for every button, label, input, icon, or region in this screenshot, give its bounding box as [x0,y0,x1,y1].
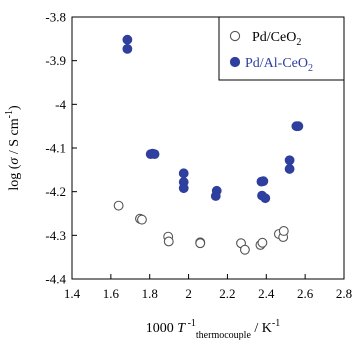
legend-box [218,16,345,81]
y-tick-label: -3.9 [45,53,66,68]
legend-marker-pd-ceo2 [229,30,241,42]
y-tick-label: -4 [55,97,66,112]
x-tick-label: 2 [185,286,192,301]
pd-al-ceo2-point [293,121,304,132]
pd-ceo2-point [136,214,147,225]
legend: Pd/CeO2 Pd/Al-CeO2 [218,16,345,81]
y-tick-label: -4.3 [45,228,66,243]
legend-marker-pd-al-ceo2 [229,56,241,68]
pd-ceo2-point [163,236,174,247]
pd-ceo2-point [257,237,268,248]
y-axis-title: log (σ / S cm-1) [4,105,22,191]
x-tick-label: 2.8 [336,286,352,301]
pd-ceo2-point [195,238,206,249]
pd-ceo2-point [278,226,289,236]
y-tick-label: -4.2 [45,184,66,199]
y-tick-labels: -3.8 -3.9 -4 -4.1 -4.2 -4.3 -4.4 [45,10,66,287]
pd-al-ceo2-point [258,176,269,187]
tick-marks [71,16,345,280]
y-tick-label: -3.8 [45,10,66,25]
pd-al-ceo2-point [284,164,295,174]
pd-ceo2-point [239,244,250,255]
x-axis-title: 1000 T -1thermocouple / K-1 [146,318,280,340]
x-tick-label: 2.4 [258,286,275,301]
y-tick-label: -4.4 [45,272,66,287]
x-tick-label: 2.6 [297,286,314,301]
x-tick-label: 1.8 [142,286,158,301]
pd-al-ceo2-point [210,191,221,201]
pd-ceo2-point [113,200,124,211]
pd-al-ceo2-point [122,43,133,54]
pd-al-ceo2-point [149,149,160,160]
x-tick-label: 1.6 [103,286,120,301]
pd-al-ceo2-point [178,168,189,179]
y-tick-label: -4.1 [45,141,66,156]
x-tick-labels: 1.4 1.6 1.8 2 2.2 2.4 2.6 2.8 [64,286,352,301]
pd-al-ceo2-point [178,183,189,194]
data-points [113,34,304,255]
pd-al-ceo2-point [284,155,295,166]
pd-al-ceo2-point [122,34,133,45]
x-tick-label: 2.2 [219,286,235,301]
legend-label-pd-al-ceo2: Pd/Al-CeO2 [245,56,313,74]
pd-al-ceo2-point [260,193,271,204]
legend-label-pd-ceo2: Pd/CeO2 [252,30,301,48]
x-tick-label: 1.4 [64,286,81,301]
